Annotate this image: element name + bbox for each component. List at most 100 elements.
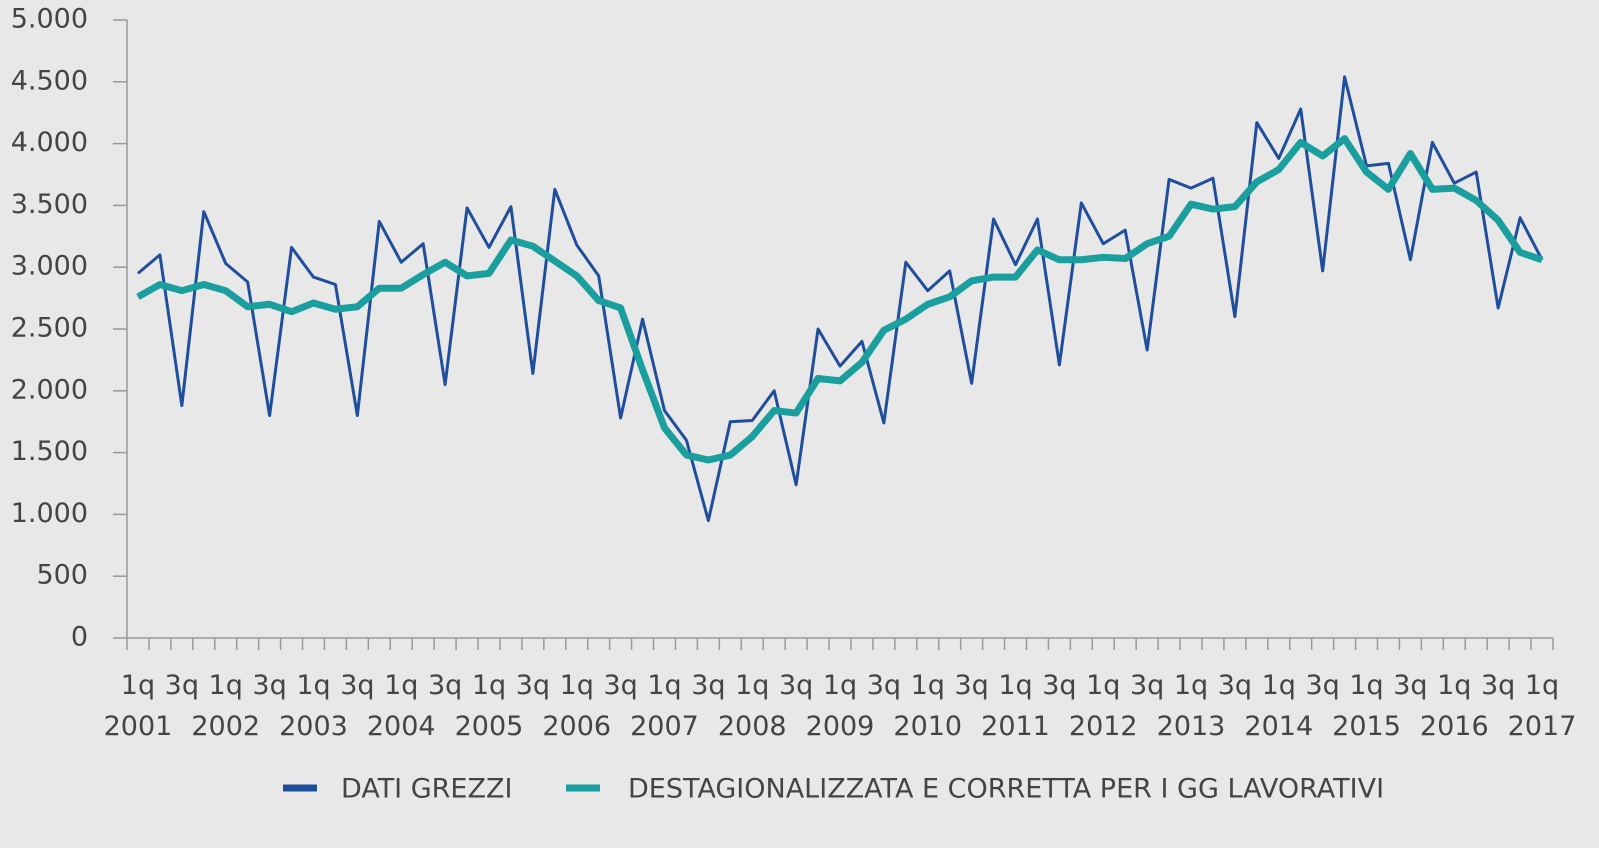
x-tick-label-line: 3q	[867, 670, 901, 701]
x-tick-label-line: 1q	[296, 670, 330, 701]
x-tick-label-line: 2012	[1069, 711, 1138, 742]
x-tick-label-line: 2014	[1244, 711, 1313, 742]
x-tick-label: 1q 2007	[630, 670, 699, 742]
series-line	[137, 75, 1544, 523]
x-tick-label-line: 2016	[1420, 711, 1489, 742]
x-tick-label: 3q	[1218, 670, 1252, 701]
x-tick-label: 1q 2010	[893, 670, 962, 742]
x-tick-label-line: 2005	[455, 711, 524, 742]
x-tick-label-line: 3q	[1393, 670, 1427, 701]
x-tick-label-line: 2001	[104, 711, 173, 742]
y-tick-label: 2.000	[11, 374, 88, 405]
x-tick-label-line: 1q	[911, 670, 945, 701]
x-tick-label-line: 1q	[1437, 670, 1471, 701]
x-tick-label-line: 1q	[384, 670, 418, 701]
x-tick-label-line: 3q	[1305, 670, 1339, 701]
y-tick-label: 5.000	[11, 4, 88, 35]
x-tick-label: 3q	[603, 670, 637, 701]
x-tick-label: 3q	[1305, 670, 1339, 701]
x-tick-label-line: 1q	[121, 670, 155, 701]
x-tick-label: 1q 2004	[367, 670, 436, 742]
legend-label: DATI GREZZI	[341, 774, 512, 805]
x-tick-label-line: 1q	[1525, 670, 1559, 701]
y-tick-label: 500	[36, 560, 88, 591]
x-tick-label-line: 1q	[998, 670, 1032, 701]
x-tick-label-line: 3q	[428, 670, 462, 701]
x-tick-label-line: 2015	[1332, 711, 1401, 742]
x-tick-label: 3q	[779, 670, 813, 701]
x-tick-label: 3q	[1393, 670, 1427, 701]
x-tick-label-line: 1q	[1174, 670, 1208, 701]
x-tick-label-line: 3q	[252, 670, 286, 701]
y-tick-label: 1.000	[11, 498, 88, 529]
y-tick-label: 3.000	[11, 251, 88, 282]
x-tick-label-line: 3q	[691, 670, 725, 701]
x-tick-label: 1q 2001	[104, 670, 173, 742]
x-tick-label: 1q 2006	[542, 670, 611, 742]
x-tick-label-line: 2003	[279, 711, 348, 742]
x-tick-label: 3q	[1130, 670, 1164, 701]
x-tick-label: 1q 2013	[1157, 670, 1226, 742]
x-tick-label-line: 3q	[1218, 670, 1252, 701]
legend-label: DESTAGIONALIZZATA E CORRETTA PER I GG LA…	[628, 774, 1384, 805]
x-tick-label: 1q 2005	[455, 670, 524, 742]
y-tick-label: 1.500	[11, 436, 88, 467]
x-tick-label-line: 1q	[735, 670, 769, 701]
x-tick-label-line: 2006	[542, 711, 611, 742]
x-tick-label-line: 3q	[1481, 670, 1515, 701]
x-tick-label: 3q	[1481, 670, 1515, 701]
x-tick-label-line: 2009	[806, 711, 875, 742]
y-tick-label: 3.500	[11, 189, 88, 220]
y-tick-label: 0	[71, 622, 88, 653]
x-tick-label: 1q 2008	[718, 670, 787, 742]
x-tick-label: 3q	[516, 670, 550, 701]
x-tick-label-line: 1q	[472, 670, 506, 701]
x-tick-label: 3q	[428, 670, 462, 701]
x-tick-label-line: 1q	[1262, 670, 1296, 701]
y-tick-label: 4.000	[11, 127, 88, 158]
x-tick-label-line: 1q	[560, 670, 594, 701]
x-tick-label: 1q 2017	[1508, 670, 1577, 742]
x-tick-label-line: 2017	[1508, 711, 1577, 742]
y-tick-label: 4.500	[11, 65, 88, 96]
x-tick-label-line: 2011	[981, 711, 1050, 742]
x-tick-label-line: 2008	[718, 711, 787, 742]
x-tick-label: 1q 2014	[1244, 670, 1313, 742]
y-tick-label: 2.500	[11, 313, 88, 344]
x-tick-label-line: 3q	[954, 670, 988, 701]
x-tick-label: 3q	[165, 670, 199, 701]
x-tick-label: 3q	[954, 670, 988, 701]
x-tick-label: 3q	[252, 670, 286, 701]
x-tick-label-line: 2004	[367, 711, 436, 742]
x-tick-label: 1q 2011	[981, 670, 1050, 742]
x-tick-label-line: 3q	[165, 670, 199, 701]
x-tick-label: 3q	[1042, 670, 1076, 701]
x-tick-label-line: 3q	[1130, 670, 1164, 701]
x-tick-label-line: 3q	[340, 670, 374, 701]
x-tick-label: 3q	[867, 670, 901, 701]
x-tick-label-line: 1q	[209, 670, 243, 701]
x-tick-label-line: 1q	[1349, 670, 1383, 701]
x-tick-label-line: 3q	[516, 670, 550, 701]
x-tick-label: 1q 2012	[1069, 670, 1138, 742]
x-tick-label-line: 2010	[893, 711, 962, 742]
x-tick-label-line: 2007	[630, 711, 699, 742]
x-tick-label: 1q 2015	[1332, 670, 1401, 742]
x-tick-label-line: 1q	[1086, 670, 1120, 701]
x-tick-label: 3q	[691, 670, 725, 701]
x-tick-label: 1q 2016	[1420, 670, 1489, 742]
x-tick-label-line: 3q	[779, 670, 813, 701]
x-tick-label: 1q 2002	[191, 670, 260, 742]
x-tick-label: 1q 2003	[279, 670, 348, 742]
x-tick-label-line: 2013	[1157, 711, 1226, 742]
series-line	[136, 135, 1544, 464]
x-tick-label: 1q 2009	[806, 670, 875, 742]
x-tick-label-line: 3q	[1042, 670, 1076, 701]
x-tick-label-line: 1q	[647, 670, 681, 701]
x-tick-label-line: 3q	[603, 670, 637, 701]
x-tick-label-line: 1q	[823, 670, 857, 701]
x-tick-label-line: 2002	[191, 711, 260, 742]
x-tick-label: 3q	[340, 670, 374, 701]
